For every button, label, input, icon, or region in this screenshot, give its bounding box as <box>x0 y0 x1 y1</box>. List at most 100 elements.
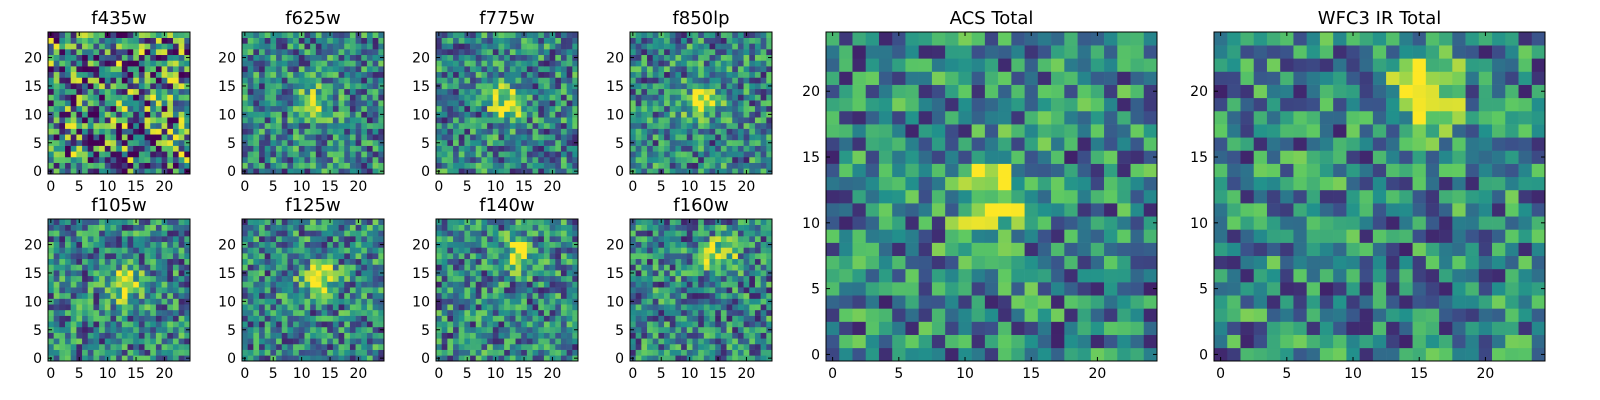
heatmap-cell <box>321 236 328 243</box>
heatmap-cell <box>178 309 185 316</box>
heatmap-cell <box>475 309 482 316</box>
heatmap-cell <box>53 326 60 333</box>
heatmap-cell <box>76 162 83 169</box>
heatmap-cell <box>144 338 151 345</box>
heatmap-cell <box>121 258 128 265</box>
heatmap-cell <box>487 145 494 152</box>
heatmap-cell <box>754 128 761 135</box>
heatmap-cell <box>652 83 659 90</box>
heatmap-cell <box>686 275 693 282</box>
heatmap-cell <box>481 321 488 328</box>
heatmap-cell <box>276 315 283 322</box>
heatmap-cell <box>464 349 471 356</box>
heatmap-cell <box>766 315 773 322</box>
heatmap-cell <box>315 230 322 237</box>
heatmap-cell <box>515 230 522 237</box>
heatmap-cell <box>464 117 471 124</box>
heatmap-cell <box>293 94 300 101</box>
heatmap-cell <box>59 292 66 299</box>
heatmap-cell <box>76 292 83 299</box>
heatmap-cell <box>172 326 179 333</box>
heatmap-cell <box>726 128 733 135</box>
heatmap-cell <box>259 100 266 107</box>
heatmap-cell <box>361 156 368 163</box>
heatmap-cell <box>93 43 100 50</box>
heatmap-cell <box>641 128 648 135</box>
heatmap-cell <box>737 338 744 345</box>
heatmap-cell <box>475 258 482 265</box>
heatmap-cell <box>361 247 368 254</box>
heatmap-cell <box>372 349 379 356</box>
heatmap-cell <box>538 66 545 73</box>
heatmap-cell <box>259 321 266 328</box>
heatmap-cell <box>526 66 533 73</box>
heatmap-cell <box>715 105 722 112</box>
heatmap-cell <box>538 321 545 328</box>
heatmap-cell <box>242 156 248 163</box>
heatmap-cell <box>447 253 454 260</box>
heatmap-cell <box>754 298 761 305</box>
heatmap-cell <box>487 83 494 90</box>
heatmap-cell <box>504 66 511 73</box>
heatmap-cell <box>76 253 83 260</box>
heatmap-cell <box>87 37 94 44</box>
heatmap-cell <box>681 134 688 141</box>
heatmap-cell <box>59 230 66 237</box>
heatmap-cell <box>560 253 567 260</box>
heatmap-cell <box>355 258 362 265</box>
heatmap-cell <box>543 122 550 129</box>
heatmap-cell <box>349 253 356 260</box>
heatmap-cell <box>549 66 556 73</box>
heatmap-cell <box>669 94 676 101</box>
heatmap-cell <box>287 230 294 237</box>
heatmap-cell <box>253 349 260 356</box>
heatmap-cell <box>504 298 511 305</box>
heatmap-cell <box>481 111 488 118</box>
heatmap-cell <box>321 105 328 112</box>
heatmap-cell <box>538 94 545 101</box>
heatmap-cell <box>264 298 271 305</box>
heatmap-cell <box>543 219 550 225</box>
heatmap-cell <box>338 94 345 101</box>
heatmap-cell <box>652 355 659 362</box>
heatmap-cell <box>293 247 300 254</box>
heatmap-cell <box>487 292 494 299</box>
heatmap-cell <box>675 94 682 101</box>
heatmap-cell <box>481 298 488 305</box>
heatmap-cell <box>732 326 739 333</box>
heatmap-cell <box>487 156 494 163</box>
heatmap-cell <box>144 349 151 356</box>
heatmap-cell <box>715 49 722 56</box>
heatmap-cell <box>155 145 162 152</box>
x-tick-label: 0 <box>434 179 443 195</box>
heatmap-cell <box>669 287 676 294</box>
heatmap-cell <box>133 60 140 67</box>
heatmap-cell <box>555 219 562 225</box>
heatmap-cell <box>743 117 750 124</box>
heatmap-cell <box>470 145 477 152</box>
heatmap-cell <box>560 349 567 356</box>
heatmap-cell <box>732 309 739 316</box>
heatmap-cell <box>720 100 727 107</box>
heatmap-cell <box>127 54 134 61</box>
heatmap-cell <box>492 139 499 146</box>
heatmap-cell <box>464 332 471 339</box>
heatmap-cell <box>127 32 134 38</box>
heatmap-cell <box>475 49 482 56</box>
heatmap-cell <box>464 326 471 333</box>
heatmap-cell <box>361 122 368 129</box>
heatmap-cell <box>121 105 128 112</box>
heatmap-cell <box>167 100 174 107</box>
heatmap-cell <box>172 332 179 339</box>
heatmap-cell <box>675 117 682 124</box>
heatmap-cell <box>681 151 688 158</box>
heatmap-cell <box>754 304 761 311</box>
heatmap-cell <box>138 122 145 129</box>
heatmap-cell <box>293 49 300 56</box>
heatmap-cell <box>720 139 727 146</box>
heatmap-cell <box>332 258 339 265</box>
heatmap-cell <box>82 151 89 158</box>
heatmap-cell <box>133 241 140 248</box>
heatmap-cell <box>327 139 334 146</box>
heatmap-cell <box>647 162 654 169</box>
